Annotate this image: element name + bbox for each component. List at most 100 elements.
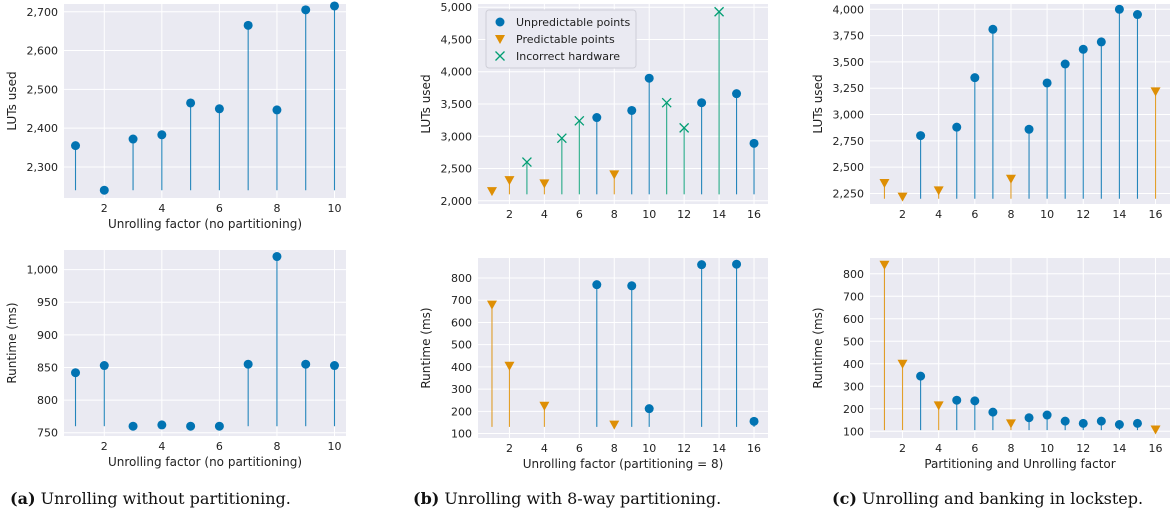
predictable-point	[897, 359, 908, 369]
unpredictable-point	[1096, 37, 1106, 47]
plot-area	[478, 258, 768, 438]
x-tick-label: 6	[216, 202, 223, 215]
y-axis-label: LUTs used	[811, 74, 825, 133]
plot-area	[870, 258, 1170, 438]
y-tick-label: 3,500	[441, 98, 473, 111]
unpredictable-point	[186, 421, 196, 431]
incorrect-point	[661, 97, 672, 108]
x-tick-label: 10	[642, 442, 656, 455]
x-tick-label: 10	[327, 202, 341, 215]
unpredictable-point	[916, 131, 926, 141]
unpredictable-point	[157, 130, 167, 140]
incorrect-point	[679, 122, 690, 133]
unpredictable-point	[627, 281, 637, 291]
y-tick-label: 3,000	[441, 130, 473, 143]
unpredictable-point	[970, 73, 980, 83]
y-tick-label: 2,400	[27, 122, 59, 135]
unpredictable-point	[128, 421, 138, 431]
y-axis-label: LUTs used	[5, 71, 19, 130]
unpredictable-point	[1078, 418, 1088, 428]
legend: Unpredictable points Predictable points In…	[485, 9, 637, 69]
y-tick-label: 800	[843, 268, 864, 281]
unpredictable-point	[243, 20, 253, 30]
chart-c-top: 2 4 6 8 10 12 14 16 2,250 2,500 2,750 3,000 3,250 3,5…	[811, 3, 1170, 221]
y-tick-label: 1,000	[27, 264, 59, 277]
chart-c-bottom: 2 4 6 8 10 12 14 16 100 200 300 400 500 600 700 800 Part…	[811, 258, 1170, 471]
y-tick-label: 750	[37, 427, 58, 440]
unpredictable-point	[301, 359, 311, 369]
x-tick-label: 4	[158, 440, 165, 453]
chart-a-top: 2 4 6 8 10 2,300 2,400 2,500 2,600 2,700 Unrolling…	[5, 1, 346, 231]
x-axis-label: Unrolling factor (no partitioning)	[108, 217, 302, 231]
x-tick-label: 2	[899, 442, 906, 455]
unpredictable-point	[214, 421, 224, 431]
predictable-point	[1150, 87, 1161, 97]
y-tick-label: 900	[37, 329, 58, 342]
y-tick-label: 850	[37, 361, 58, 374]
predictable-point	[879, 178, 890, 188]
unpredictable-point	[1042, 78, 1052, 88]
predictable-point	[504, 361, 515, 371]
caption-b-tag: (b)	[413, 489, 439, 508]
x-tick-label: 6	[216, 440, 223, 453]
predictable-point	[539, 179, 550, 189]
x-tick-label: 8	[273, 202, 280, 215]
plot-area	[870, 4, 1170, 204]
x-tick-label: 2	[506, 208, 513, 221]
caption-b: (b) Unrolling with 8-way partitioning.	[413, 489, 721, 508]
y-axis-label: Runtime (ms)	[5, 302, 19, 383]
x-tick-label: 14	[1112, 208, 1126, 221]
caption-c-text: Unrolling and banking in lockstep.	[857, 489, 1143, 508]
unpredictable-point	[916, 371, 926, 381]
y-tick-label: 100	[451, 428, 472, 441]
unpredictable-point	[988, 24, 998, 34]
predictable-point	[1150, 425, 1161, 435]
y-axis-label: Runtime (ms)	[419, 307, 433, 388]
y-tick-label: 2,500	[833, 161, 865, 174]
unpredictable-point	[1024, 124, 1034, 134]
caption-a: (a) Unrolling without partitioning.	[10, 489, 291, 508]
y-tick-label: 300	[451, 383, 472, 396]
unpredictable-point	[329, 1, 339, 11]
x-tick-label: 12	[1076, 442, 1090, 455]
unpredictable-point	[592, 280, 602, 290]
predictable-point	[933, 186, 944, 196]
unpredictable-point	[952, 395, 962, 405]
chart-b-bottom: 2 4 6 8 10 12 14 16 100 200 300 400 500 600 700 800 Unro…	[419, 258, 768, 471]
y-tick-label: 3,750	[833, 30, 865, 43]
x-tick-label: 8	[611, 208, 618, 221]
incorrect-point	[714, 6, 725, 17]
unpredictable-point	[272, 105, 282, 115]
x-axis-label: Unrolling factor (partitioning = 8)	[523, 457, 724, 471]
y-tick-label: 500	[451, 339, 472, 352]
x-tick-label: 6	[971, 442, 978, 455]
y-tick-label: 3,500	[833, 56, 865, 69]
y-tick-label: 2,250	[833, 187, 865, 200]
y-tick-label: 700	[843, 290, 864, 303]
unpredictable-point	[1114, 420, 1124, 429]
incorrect-point	[574, 115, 585, 126]
x-tick-label: 2	[101, 202, 108, 215]
x-tick-label: 10	[642, 208, 656, 221]
predictable-point	[609, 420, 620, 430]
unpredictable-point	[1114, 4, 1124, 14]
unpredictable-point	[644, 73, 654, 83]
x-tick-label: 2	[899, 208, 906, 221]
y-tick-label: 2,500	[441, 163, 473, 176]
x-tick-label: 6	[971, 208, 978, 221]
y-tick-label: 5,000	[441, 1, 473, 14]
legend-marker-incorrect	[495, 51, 505, 61]
x-tick-label: 6	[576, 442, 583, 455]
unpredictable-point	[1060, 416, 1070, 426]
y-tick-label: 700	[451, 294, 472, 307]
legend-label-predictable: Predictable points	[516, 33, 615, 46]
x-tick-label: 10	[1040, 442, 1054, 455]
x-tick-label: 16	[1149, 442, 1163, 455]
unpredictable-point	[1042, 410, 1052, 420]
unpredictable-point	[970, 396, 980, 406]
y-tick-label: 950	[37, 296, 58, 309]
y-tick-label: 200	[451, 405, 472, 418]
x-tick-label: 8	[273, 440, 280, 453]
x-tick-label: 8	[1007, 442, 1014, 455]
